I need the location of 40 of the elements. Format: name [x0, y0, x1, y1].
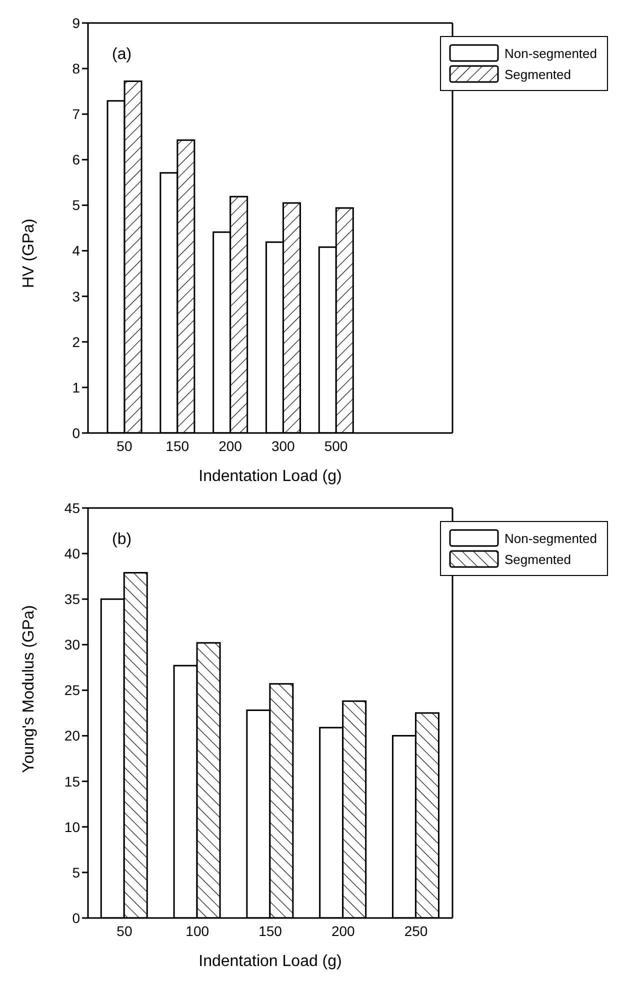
x-axis-title: Indentation Load (g)	[198, 468, 342, 485]
y-tick-label: 20	[64, 728, 80, 744]
y-tick-label: 6	[72, 152, 80, 168]
y-axis-title: Young's Modulus (GPa)	[20, 605, 38, 773]
annotation: (b)	[112, 531, 132, 549]
y-tick-label: 30	[64, 636, 80, 653]
y-tick-label: 15	[64, 773, 80, 790]
x-tick-label: 300	[271, 438, 296, 454]
x-tick-label: 500	[324, 438, 348, 454]
x-axis-title: Indentation Load (g)	[198, 953, 342, 970]
x-tick-label: 200	[218, 438, 242, 454]
y-tick-label: 9	[72, 14, 80, 31]
y-tick-label: 3	[72, 288, 80, 304]
y-tick-label: 0	[72, 424, 80, 441]
y-tick-label: 5	[72, 197, 80, 214]
x-tick-label: 200	[331, 922, 356, 939]
x-tick-label: 100	[186, 922, 210, 939]
y-tick-label: 10	[64, 818, 80, 835]
y-tick-label: 2	[72, 334, 80, 350]
x-tick-label: 150	[258, 922, 282, 939]
y-tick-label: 1	[72, 379, 80, 396]
annotation: (a)	[112, 46, 132, 64]
x-tick-label: 250	[404, 922, 428, 939]
y-tick-label: 0	[72, 910, 80, 926]
y-tick-label: 35	[64, 591, 80, 608]
y-tick-label: 5	[72, 864, 80, 880]
y-tick-label: 25	[64, 682, 80, 698]
y-tick-label: 45	[64, 500, 80, 516]
x-tick-label: 50	[116, 438, 132, 454]
y-tick-label: 4	[72, 242, 80, 259]
legend-label: Segmented	[504, 66, 571, 82]
y-tick-label: 40	[64, 546, 80, 562]
y-tick-label: 8	[72, 60, 80, 77]
y-axis-title: HV (GPa)	[20, 218, 38, 288]
legend-label: Non-segmented	[504, 46, 597, 60]
y-tick-label: 7	[72, 106, 80, 122]
legend-label: Segmented	[504, 552, 571, 566]
legend-label: Non-segmented	[504, 530, 597, 546]
x-tick-label: 50	[116, 922, 132, 939]
x-tick-label: 150	[166, 438, 190, 454]
